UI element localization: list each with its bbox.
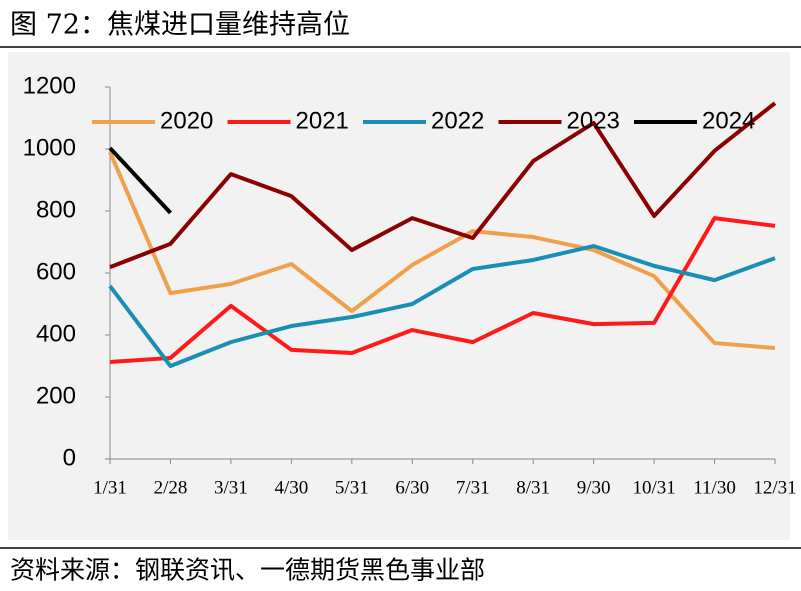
x-tick-label: 6/30 (395, 477, 429, 498)
y-tick-label: 600 (36, 258, 76, 285)
x-tick-label: 11/30 (693, 477, 736, 498)
series-line (108, 146, 172, 215)
legend-label: 2021 (296, 107, 349, 134)
x-tick-label: 4/30 (274, 477, 308, 498)
y-tick-label: 200 (36, 382, 76, 409)
y-tick-label: 0 (63, 444, 76, 471)
y-tick-label: 800 (36, 196, 76, 223)
y-tick-label: 1000 (23, 134, 76, 161)
x-tick-label: 3/31 (214, 477, 248, 498)
y-tick-label: 400 (36, 320, 76, 347)
x-tick-label: 2/28 (154, 477, 188, 498)
y-tick-label: 1200 (23, 72, 76, 99)
chart-title: 图 72：焦煤进口量维持高位 (10, 10, 350, 41)
series-line (109, 101, 777, 269)
legend-label: 2024 (702, 107, 755, 134)
source: 资料来源：钢联资讯、一德期货黑色事业部 (10, 556, 485, 585)
legend-label: 2020 (160, 107, 213, 134)
series-line (108, 244, 776, 368)
x-tick-label: 8/31 (516, 477, 550, 498)
series-line (109, 216, 776, 364)
x-tick-label: 7/31 (456, 477, 490, 498)
x-tick-label: 9/30 (577, 477, 611, 498)
x-tick-label: 5/31 (335, 477, 369, 498)
legend-label: 2022 (431, 107, 484, 134)
legend-label: 2023 (567, 107, 620, 134)
x-tick-label: 10/31 (632, 477, 675, 498)
x-tick-label: 12/31 (753, 477, 796, 498)
series-line (108, 151, 776, 351)
x-tick-label: 1/31 (93, 477, 127, 498)
